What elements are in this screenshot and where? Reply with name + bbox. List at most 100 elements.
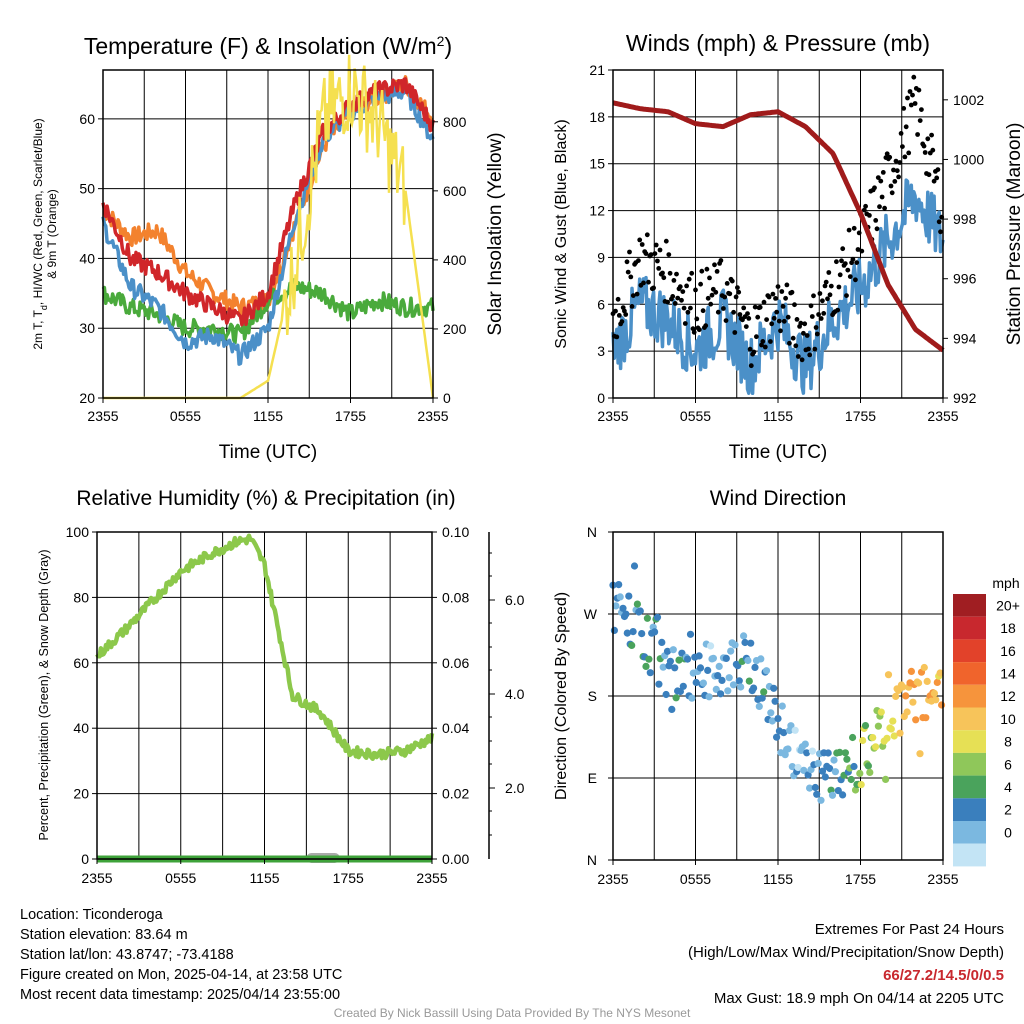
colorbar-swatch [953,821,986,844]
x-tick-label: 2355 [416,870,447,886]
humidity-x-ticks: 2355 0555 1155 1755 2355 [81,859,448,886]
gust-point [674,271,679,277]
direction-point [922,714,930,722]
gust-point [745,311,750,316]
direction-point [715,662,723,671]
gust-point [641,280,646,286]
insolation-y-label: Solar Insolation (Yellow) [485,132,506,335]
gust-point [733,294,739,300]
direction-point [804,771,812,779]
direction-point [686,630,695,638]
direction-point [909,698,917,706]
humidity-panel: Relative Humidity (%) & Precipitation (i… [37,487,525,886]
direction-point [843,755,851,763]
gust-point [628,274,634,280]
gust-point [653,242,659,248]
gust-point [929,132,934,138]
direction-point [808,747,817,755]
direction-point [679,682,687,690]
winds-y-label: Sonic Wind & Gust (Blue, Black) [553,119,570,348]
direction-point [903,708,911,716]
direction-point [841,749,850,757]
gust-point [783,295,788,301]
direction-point [684,655,692,663]
gust-point [816,312,821,317]
colorbar-swatch [953,775,986,799]
gust-point [768,339,773,344]
gust-point [699,268,705,274]
gust-point [905,95,910,101]
x-tick-label: 1755 [845,408,876,424]
series-pressure-line [612,100,945,353]
gust-point [714,269,720,274]
gust-point [823,279,829,285]
location-text: Location: Ticonderoga [20,907,163,923]
gust-point [655,258,660,264]
y2-tick-label: 998 [953,211,977,227]
gust-point [850,256,856,262]
direction-point [628,641,636,650]
gust-point [806,346,811,352]
gust-point [856,230,862,236]
direction-point [659,663,667,671]
gust-point [644,232,650,238]
direction-point [787,722,795,730]
gust-point [613,308,618,314]
gust-point [794,317,800,322]
humidity-title: Relative Humidity (%) & Precipitation (i… [76,487,455,510]
direction-y-ticks: N E S W N [584,524,613,868]
temperature-y-label-2: & 9m T (Orange) [45,189,59,279]
gust-point [696,327,702,333]
gust-point [872,185,877,191]
gust-point [813,325,819,330]
direction-point [861,722,870,730]
direction-point [709,654,718,662]
gust-point [911,74,917,80]
gust-point [656,266,662,271]
y2-tick-label: 200 [443,321,467,337]
direction-point [936,669,944,677]
direction-point [619,604,627,612]
direction-point [801,740,809,748]
gust-point [625,269,631,275]
direction-point [780,729,788,737]
colorbar-swatch [953,843,986,867]
direction-point [920,663,928,672]
gust-point [802,321,808,327]
gust-point [892,179,898,184]
direction-point [856,769,864,778]
x-tick-label: 1755 [335,408,366,424]
gust-point [814,331,820,337]
gust-point [837,272,843,278]
gust-point [691,329,697,335]
direction-point [655,680,663,688]
gust-point [775,284,781,289]
gust-point [845,267,851,273]
direction-point [915,679,923,687]
snow-tick-label: 6.0 [505,592,525,608]
gust-point [907,89,913,94]
direction-point [696,664,705,672]
direction-point [866,768,874,777]
direction-point [857,781,865,789]
gust-point [900,144,905,150]
gust-point [722,294,728,300]
gust-point [799,357,805,363]
direction-point [629,628,637,636]
x-tick-label: 1755 [333,870,364,886]
gust-point [790,335,796,341]
direction-x-ticks: 2355 0555 1155 1755 2355 [597,860,959,887]
gust-point [736,289,742,295]
gust-point [667,270,673,276]
pressure-y-label: Station Pressure (Maroon) [1004,123,1024,346]
gust-point [754,334,759,340]
gust-point [935,167,941,173]
gust-point [648,252,654,257]
gust-point [844,293,849,298]
direction-point [740,632,748,640]
y-tick-label: 60 [79,111,95,127]
direction-point [704,666,712,675]
y-tick-label: 3 [597,343,605,359]
gust-point [789,289,795,295]
direction-point [839,791,847,799]
